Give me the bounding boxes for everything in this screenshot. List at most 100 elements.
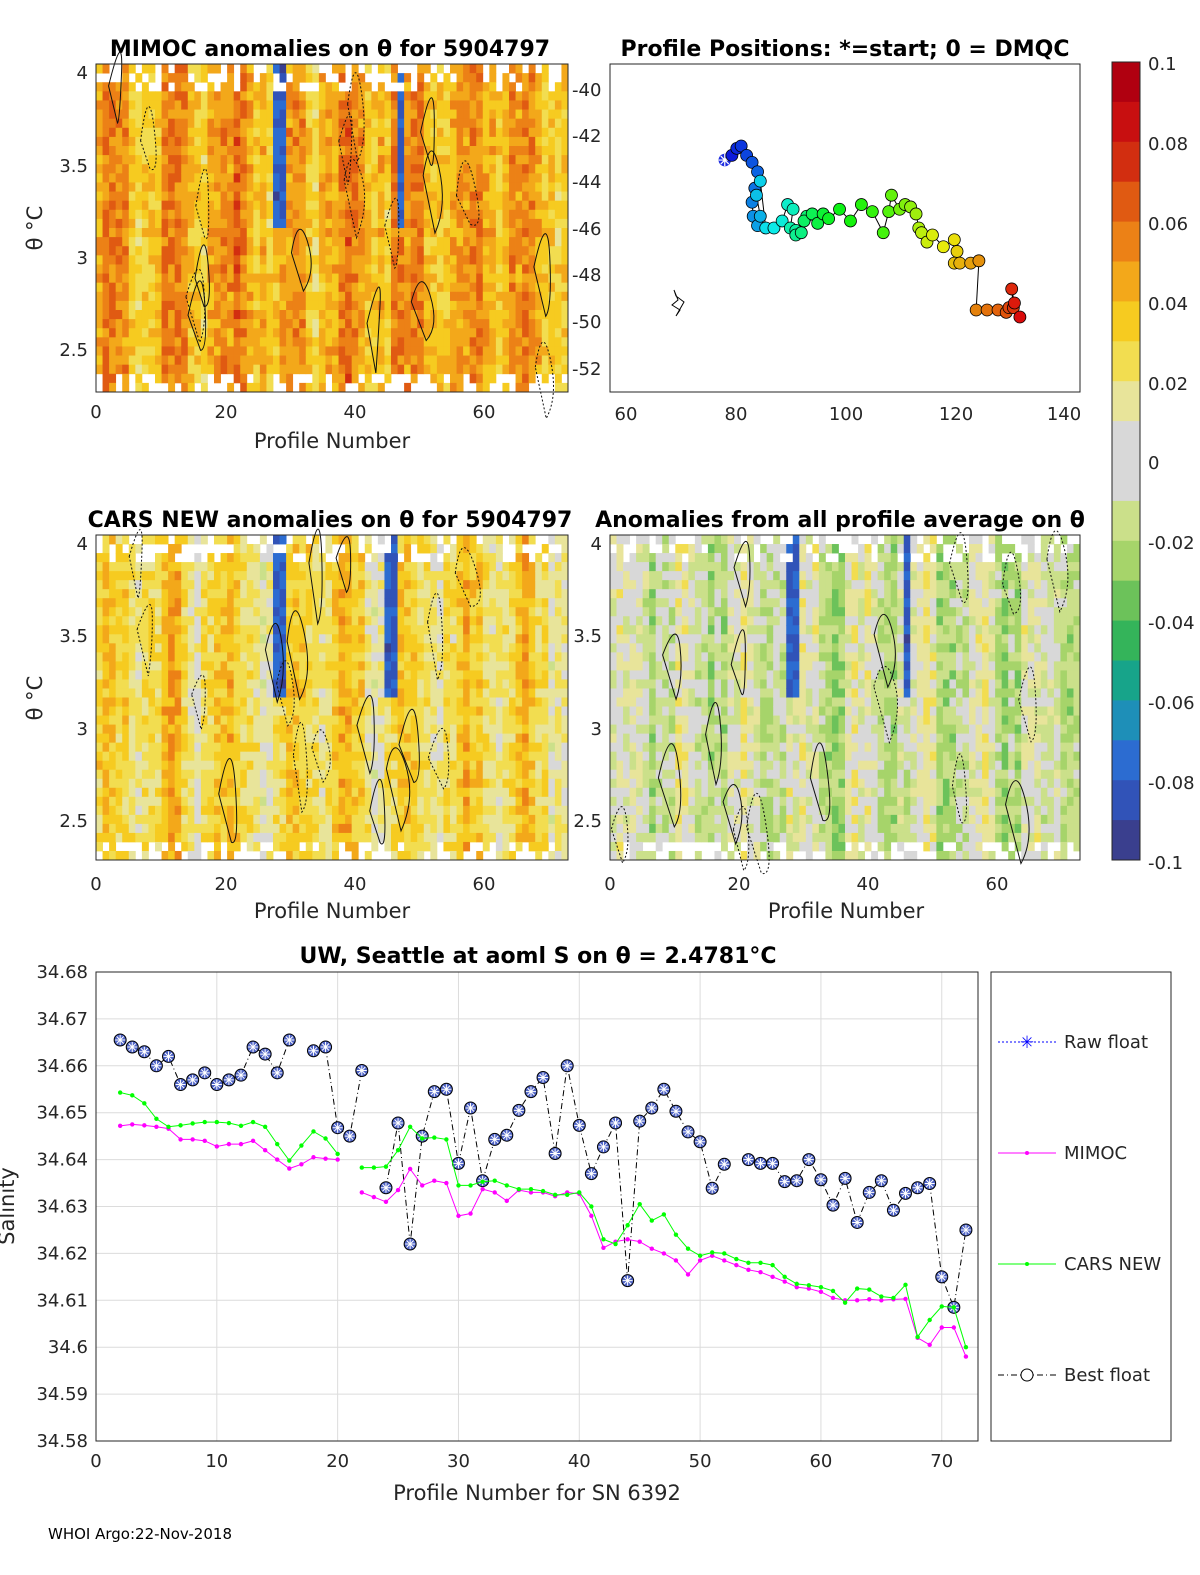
heatmap-cell	[240, 282, 248, 293]
heatmap-cell	[377, 724, 385, 735]
heatmap-cell	[528, 182, 536, 192]
heatmap-cell	[168, 661, 176, 671]
heatmap-cell	[273, 127, 280, 138]
heatmap-cell	[194, 760, 202, 771]
heatmap-cell	[325, 155, 333, 165]
heatmap-cell	[128, 319, 136, 329]
heatmap-cell	[502, 571, 510, 581]
heatmap-cell	[128, 237, 136, 247]
heatmap-cell	[109, 814, 117, 825]
heatmap-cell	[469, 589, 477, 599]
heatmap-cell	[122, 328, 130, 338]
heatmap-cell	[351, 706, 359, 716]
heatmap-cell	[292, 652, 300, 662]
heatmap-cell	[299, 209, 307, 220]
heatmap-cell	[554, 291, 562, 302]
heatmap-cell	[122, 182, 130, 192]
heatmap-cell	[404, 535, 412, 545]
heatmap-cell	[220, 697, 228, 707]
heatmap-cell	[423, 823, 431, 834]
heatmap-cell	[515, 155, 523, 165]
heatmap-cell	[102, 769, 110, 780]
heatmap-cell	[515, 64, 523, 74]
heatmap-cell	[161, 282, 169, 293]
heatmap-cell	[371, 769, 379, 780]
heatmap-cell	[495, 300, 503, 311]
heatmap-cell	[463, 255, 471, 265]
heatmap-cell	[259, 264, 267, 274]
heatmap-cell	[253, 209, 261, 220]
heatmap-cell	[358, 760, 366, 771]
heatmap-cell	[187, 706, 195, 716]
heatmap-cell	[489, 688, 497, 698]
heatmap-cell	[174, 850, 182, 861]
heatmap-cell	[207, 652, 215, 662]
heatmap-cell	[240, 310, 248, 320]
heatmap-cell	[463, 273, 471, 284]
heatmap-cell	[259, 760, 267, 771]
heatmap-cell	[233, 553, 241, 563]
heatmap-cell	[456, 355, 464, 366]
heatmap-cell	[227, 553, 235, 563]
heatmap-cell	[522, 246, 530, 256]
heatmap-cell	[397, 598, 405, 608]
heatmap-cell	[358, 751, 366, 762]
heatmap-cell	[502, 850, 510, 861]
heatmap-cell	[410, 373, 418, 384]
heatmap-cell	[109, 679, 117, 689]
heatmap-cell	[266, 273, 274, 284]
heatmap-cell	[509, 228, 516, 238]
heatmap-cell	[482, 173, 490, 183]
heatmap-cell	[351, 688, 359, 698]
heatmap-cell	[286, 769, 294, 780]
heatmap-cell	[371, 724, 379, 735]
heatmap-cell	[181, 346, 189, 356]
heatmap-cell	[102, 778, 110, 789]
heatmap-cell	[115, 760, 123, 771]
heatmap-cell	[463, 191, 471, 202]
heatmap-cell	[351, 796, 359, 807]
heatmap-cell	[246, 173, 254, 183]
heatmap-cell	[509, 300, 516, 311]
heatmap-cell	[318, 164, 326, 174]
heatmap-cell	[417, 706, 425, 716]
heatmap-cell	[410, 679, 418, 689]
heatmap-cell	[194, 136, 202, 147]
heatmap-cell	[259, 246, 267, 256]
heatmap-cell	[443, 805, 451, 816]
heatmap-cell	[325, 589, 333, 599]
heatmap-cell	[148, 598, 156, 608]
heatmap-cell	[495, 164, 503, 174]
heatmap-cell	[266, 155, 274, 165]
contour-line	[264, 623, 284, 704]
heatmap-cell	[351, 562, 359, 572]
heatmap-cell	[417, 697, 425, 707]
heatmap-cell	[463, 787, 471, 798]
heatmap-cell	[266, 625, 274, 635]
heatmap-cell	[377, 571, 385, 581]
heatmap-cell	[535, 91, 543, 101]
heatmap-cell	[161, 346, 169, 356]
heatmap-cell	[522, 553, 530, 563]
heatmap-cell	[135, 751, 143, 762]
heatmap-cell	[522, 328, 530, 338]
heatmap-cell	[358, 814, 366, 825]
heatmap-cell	[469, 136, 477, 147]
heatmap-cell	[174, 218, 182, 229]
heatmap-cell	[377, 652, 385, 662]
heatmap-cell	[214, 282, 221, 293]
heatmap-cell	[345, 337, 353, 347]
heatmap-cell	[541, 823, 549, 834]
heatmap-cell	[522, 182, 530, 192]
heatmap-cell	[391, 91, 398, 101]
heatmap-cell	[102, 237, 110, 247]
heatmap-cell	[548, 255, 556, 265]
heatmap-cell	[220, 823, 228, 834]
heatmap-cell	[417, 625, 425, 635]
heatmap-cell	[391, 164, 398, 174]
heatmap-cell	[292, 562, 300, 572]
heatmap-cell	[610, 625, 617, 635]
heatmap-cell	[522, 218, 530, 229]
heatmap-cell	[456, 155, 464, 165]
heatmap-cell	[220, 751, 228, 762]
